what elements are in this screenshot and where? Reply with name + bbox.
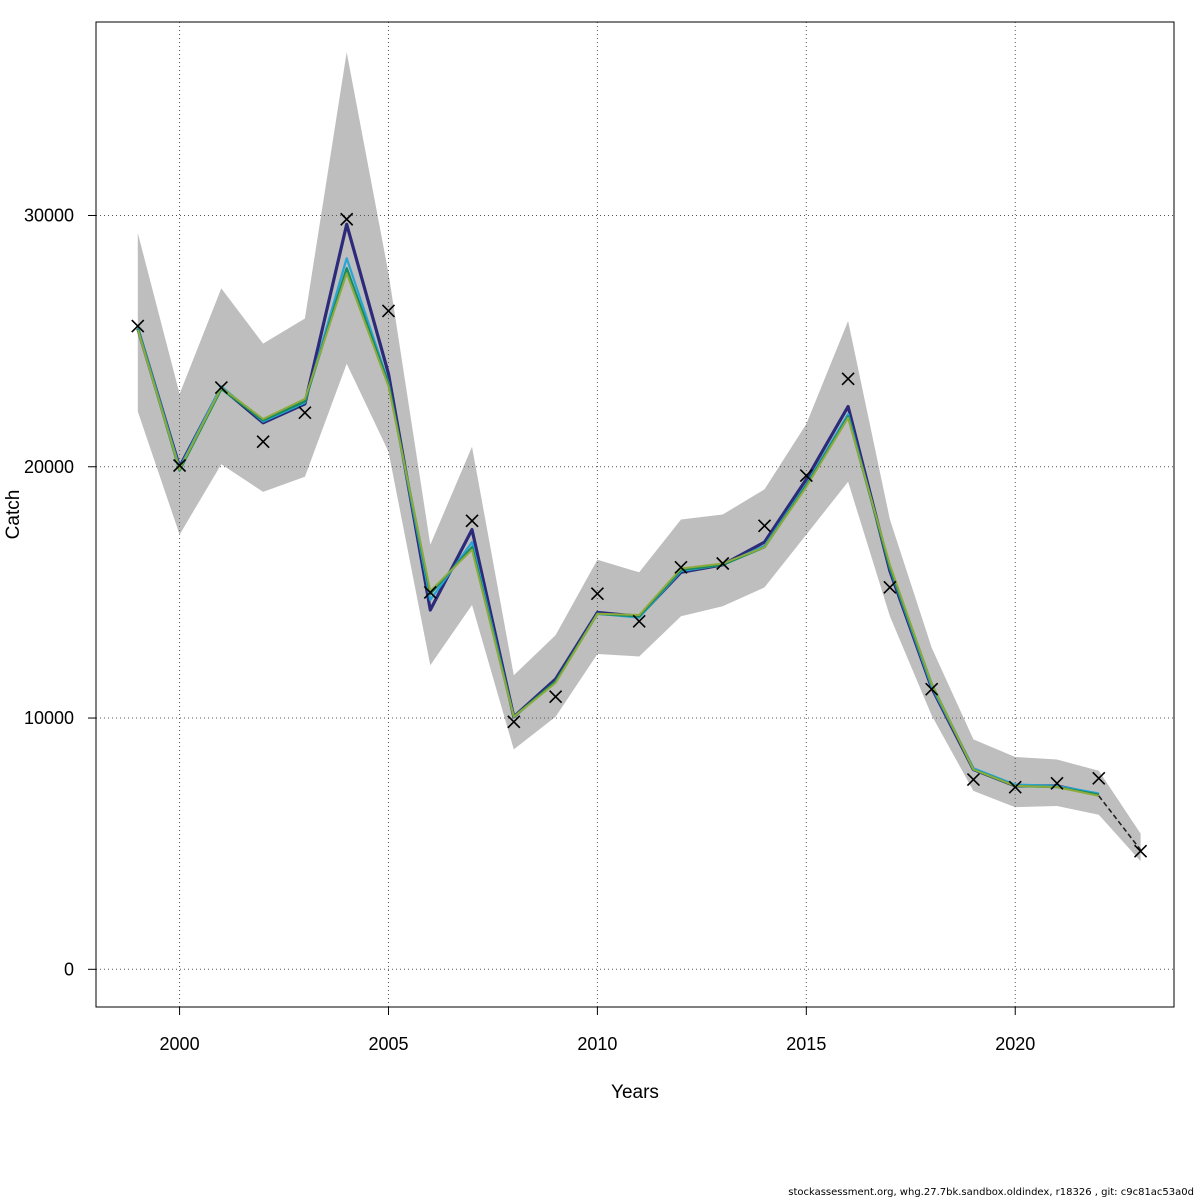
y-axis: 0 10000 20000 30000	[24, 205, 96, 979]
y-tick-label: 20000	[24, 457, 74, 477]
y-tick-label: 10000	[24, 708, 74, 728]
x-tick-label: 2015	[786, 1034, 826, 1054]
observed-point	[214, 381, 228, 395]
observed-point	[340, 212, 354, 226]
observed-point	[298, 406, 312, 420]
x-tick-label: 2020	[995, 1034, 1035, 1054]
observed-point	[883, 580, 897, 594]
observed-point	[841, 372, 855, 386]
observed-point	[507, 715, 521, 729]
observed-point	[799, 468, 813, 483]
observed-point	[423, 585, 437, 599]
observed-point	[1050, 776, 1064, 790]
observed-point	[1092, 771, 1106, 785]
y-tick-label: 0	[64, 959, 74, 979]
grid-layer	[96, 22, 1174, 1007]
y-tick-label: 30000	[24, 205, 74, 225]
observed-point	[1134, 844, 1148, 858]
observed-point	[925, 682, 939, 696]
observed-points-layer	[131, 212, 1148, 858]
footer-credit: stockassessment.org, whg.27.7bk.sandbox.…	[788, 1187, 1194, 1198]
observed-point	[966, 773, 981, 787]
x-tick-label: 2005	[368, 1034, 408, 1054]
series-line-4	[136, 272, 1100, 797]
observed-point	[465, 514, 479, 528]
plot-box	[95, 21, 1175, 1008]
confidence-band	[137, 52, 1141, 862]
series-line-5	[1098, 795, 1142, 851]
confidence-band-layer	[137, 52, 1141, 862]
observed-point	[131, 319, 145, 333]
x-axis-title: Years	[611, 1082, 659, 1103]
x-tick-label: 2010	[577, 1034, 617, 1054]
observed-point	[549, 690, 563, 704]
observed-point	[256, 435, 270, 449]
observed-point	[632, 614, 646, 628]
y-axis-title: Catch	[3, 490, 24, 540]
observed-point	[674, 560, 688, 574]
series-layer	[136, 222, 1142, 851]
observed-point	[716, 556, 730, 571]
observed-point	[173, 458, 187, 473]
observed-point	[757, 519, 772, 533]
observed-point	[381, 304, 396, 318]
observed-point	[1008, 780, 1022, 794]
x-axis: 2000 2005 2010 2015 2020	[160, 1007, 1035, 1054]
observed-point	[590, 587, 604, 601]
x-tick-label: 2000	[160, 1034, 200, 1054]
